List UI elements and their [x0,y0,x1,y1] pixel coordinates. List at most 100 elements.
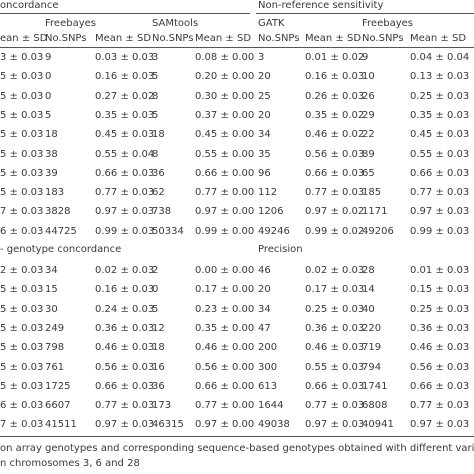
table-cell: 0.77 ± 0.03 [410,400,470,412]
table-cell: 761 [45,361,65,373]
table-cell: 0.36 ± 0.03 [305,322,365,334]
table-cell: 28 [362,265,375,276]
table-cell: 0.97 ± 0.03 [95,206,155,218]
table-cell: 0.66 ± 0.03 [95,167,155,179]
table-cell: 25 [258,90,271,102]
table-cell: 1741 [362,380,388,392]
table-cell: 34 [258,129,271,141]
table-cell: 719 [362,342,382,354]
table-cell: 16 [152,361,165,373]
section-title: - genotype concordance [0,244,122,255]
table-cell: 0.97 ± 0.03 [410,419,470,431]
table-cell: 5 ± 0.03 [0,361,44,373]
table-cell: 5 ± 0.03 [0,187,44,199]
table-cell: 6607 [45,400,71,412]
table-cell: 49038 [258,419,290,431]
table-cell: 49246 [258,225,290,237]
table-cell: 0.25 ± 0.03 [410,303,470,315]
table-cell: 0.35 ± 0.03 [95,109,155,121]
table-cell: 89 [362,148,375,160]
caller-name: Freebayes [45,18,96,29]
table-cell: 0.45 ± 0.03 [95,129,155,141]
top-rule-left [0,13,250,14]
table-cell: 794 [362,361,382,373]
table-cell: 3 [258,52,265,63]
caption-line: on array genotypes and corresponding seq… [0,443,474,454]
table-cell: 0.20 ± 0.00 [195,71,255,83]
table-cell: 0.15 ± 0.03 [410,284,470,296]
table-cell: 0.04 ± 0.04 [410,52,470,63]
table-cell: 0.97 ± 0.03 [95,419,155,431]
table-cell: 220 [362,322,382,334]
table-cell: 0.35 ± 0.03 [410,109,470,121]
table-cell: 0.17 ± 0.03 [305,284,365,296]
table-cell: 0.45 ± 0.00 [195,129,255,141]
table-cell: 0.99 ± 0.00 [195,225,255,237]
table-cell: 20 [258,284,271,296]
table-cell: 0.35 ± 0.02 [305,109,365,121]
table-cell: 0.46 ± 0.03 [410,342,470,354]
table-cell: 0.99 ± 0.03 [410,225,470,237]
table-cell: 0.25 ± 0.03 [410,90,470,102]
table-cell: 0 [45,90,52,102]
table-cell: 0.55 ± 0.03 [305,361,365,373]
table-cell: 5 [152,109,159,121]
table-cell: 2 ± 0.03 [0,265,44,276]
column-header: Mean ± SD [195,33,252,44]
table-cell: 300 [258,361,278,373]
table-cell: 0.02 ± 0.03 [305,265,365,276]
table-cell: 798 [45,342,65,354]
table-cell: 36 [152,380,165,392]
table-cell: 6 ± 0.03 [0,225,44,237]
table-cell: 5 ± 0.03 [0,322,44,334]
table-cell: 1171 [362,206,388,218]
table-cell: 613 [258,380,278,392]
table-cell: 41511 [45,419,77,431]
table-cell: 0.66 ± 0.00 [195,380,255,392]
table-cell: 0.55 ± 0.04 [95,148,155,160]
table-cell: 50334 [152,225,184,237]
table-cell: 0.35 ± 0.00 [195,322,255,334]
table-cell: 65 [362,167,375,179]
table-cell: 34 [258,303,271,315]
table-cell: 44725 [45,225,77,237]
table-cell: 0.97 ± 0.00 [195,206,255,218]
table-cell: 96 [258,167,271,179]
table-cell: 5 [152,71,159,83]
table-cell: 0.23 ± 0.00 [195,303,255,315]
table-cell: 29 [362,109,375,121]
section-title: Precision [258,244,303,255]
table-cell: 0.46 ± 0.00 [195,342,255,354]
table-cell: 0.77 ± 0.03 [95,400,155,412]
table-cell: 0.66 ± 0.03 [410,167,470,179]
table-cell: 0.26 ± 0.03 [305,90,365,102]
table-cell: 200 [258,342,278,354]
table-cell: 5 ± 0.03 [0,167,44,179]
table-cell: 0.77 ± 0.03 [305,187,365,199]
table-cell: 0.97 ± 0.03 [305,419,365,431]
caption-line: n chromosomes 3, 6 and 28 [0,458,140,469]
table-cell: 738 [152,206,172,218]
table-cell: 5 ± 0.03 [0,90,44,102]
table-cell: 0.00 ± 0.00 [195,265,255,276]
table-cell: 35 [258,148,271,160]
table-cell: 40 [362,303,375,315]
table-cell: 0.45 ± 0.03 [410,129,470,141]
table-cell: 0.56 ± 0.03 [410,361,470,373]
caller-name: Freebayes [362,18,413,29]
table-cell: 5 [152,303,159,315]
column-header: Mean ± SD [305,33,362,44]
table-cell: 5 ± 0.03 [0,129,44,141]
table-cell: 8 [152,90,159,102]
table-cell: 49206 [362,225,394,237]
column-header: No.SNPs [258,33,300,44]
table-cell: 46 [258,265,271,276]
table-cell: 6 ± 0.03 [0,400,44,412]
table-cell: 0.97 ± 0.03 [410,206,470,218]
table-cell: 8 [152,148,159,160]
table-cell: 0 [45,71,52,83]
table-cell: 173 [152,400,172,412]
table-cell: 2 [152,265,159,276]
header-rule [0,47,474,48]
